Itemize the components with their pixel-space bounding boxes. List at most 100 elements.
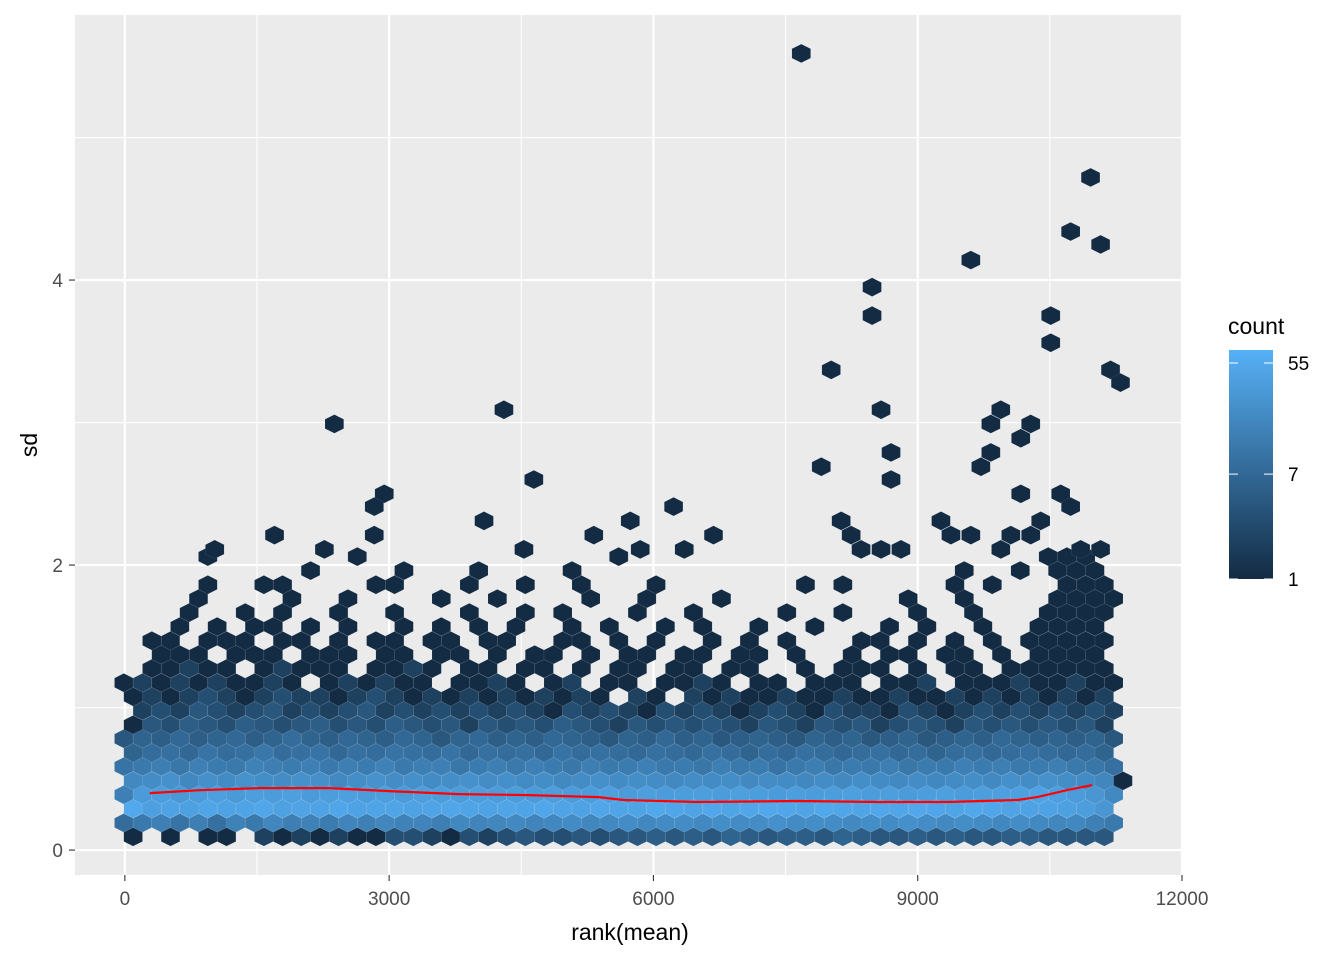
hex-bin	[749, 616, 769, 637]
hex-bin	[981, 414, 1001, 434]
hex-bin	[841, 525, 861, 545]
hex-bin	[931, 511, 951, 531]
hex-bin	[1110, 372, 1131, 393]
hex-bin	[833, 575, 853, 595]
hex-bin	[364, 525, 384, 545]
hex-bin	[1031, 511, 1051, 531]
hex-bin	[235, 602, 255, 623]
hex-bin	[515, 575, 536, 595]
hex-bin	[384, 631, 405, 651]
hex-bin	[620, 511, 640, 531]
hex-bin	[1011, 428, 1031, 448]
hex-bin	[1094, 575, 1114, 595]
hex-bin	[609, 631, 629, 651]
hex-bin	[515, 602, 536, 623]
hex-bin	[487, 589, 508, 609]
hex-bin	[646, 631, 666, 651]
hex-bin	[440, 631, 461, 651]
hex-bin	[683, 602, 704, 623]
x-tick-label: 3000	[368, 889, 410, 910]
y-tick-label: 4	[52, 271, 63, 292]
hex-bin	[506, 673, 526, 693]
hex-bin	[881, 442, 901, 463]
hex-bin	[982, 575, 1002, 595]
hex-bin	[831, 511, 851, 531]
x-tick-label: 0	[120, 889, 131, 910]
hex-bin	[328, 631, 349, 651]
hex-bin	[562, 560, 582, 581]
hex-bin	[941, 525, 961, 545]
hex-bin	[703, 525, 724, 545]
hex-bin	[711, 589, 732, 609]
hex-bin	[553, 602, 573, 623]
hex-bin	[982, 631, 1002, 651]
hex-bin	[945, 631, 965, 651]
y-tick-label: 2	[52, 556, 63, 577]
legend-break-label: 1	[1288, 570, 1299, 591]
hex-bin	[394, 560, 414, 581]
hex-bin	[1071, 539, 1091, 560]
hex-bin	[971, 457, 991, 477]
hex-bin	[833, 602, 853, 623]
hex-bin	[630, 539, 650, 560]
hex-bin	[663, 496, 684, 517]
hex-bin	[459, 602, 480, 623]
hex-bin	[702, 631, 722, 651]
hex-bin	[524, 469, 544, 490]
hex-bin	[1091, 539, 1111, 560]
hex-bin	[474, 511, 494, 531]
hex-bin	[314, 539, 335, 560]
hex-bin	[291, 631, 311, 651]
hex-bin	[1094, 631, 1114, 651]
hex-bin	[562, 673, 582, 693]
x-tick-label: 9000	[897, 889, 939, 910]
hex-bin	[795, 575, 816, 595]
hex-bin	[618, 673, 638, 693]
hex-bin	[514, 539, 534, 560]
hex-bin	[1010, 560, 1030, 581]
hex-bin	[468, 560, 489, 581]
hex-bin	[907, 631, 928, 651]
hex-bin	[811, 457, 831, 477]
hex-bin	[338, 589, 358, 609]
hex-bin	[821, 360, 841, 380]
hex-bin	[324, 414, 345, 434]
legend-break-label: 7	[1288, 465, 1299, 486]
hex-bin	[1011, 484, 1031, 504]
hex-bin	[300, 560, 321, 581]
hex-bin	[431, 616, 451, 637]
hex-bin	[1080, 167, 1101, 188]
hex-bin	[347, 546, 367, 567]
hex-bin	[981, 442, 1001, 463]
hex-bin	[374, 484, 394, 504]
hex-bin	[1113, 771, 1133, 791]
hex-bin	[1091, 234, 1111, 255]
hex-bin	[655, 616, 676, 637]
hex-bin	[1094, 715, 1114, 735]
hex-bin	[205, 539, 225, 560]
axes: 0 3000 6000 9000 12000 0 2 4	[52, 271, 1208, 910]
hex-bin	[1001, 525, 1021, 545]
hex-bin	[961, 250, 981, 270]
hex-bin	[646, 575, 666, 595]
hex-bin	[674, 539, 694, 560]
hex-bin	[384, 575, 405, 595]
hex-bin	[300, 616, 321, 637]
hex-bin	[862, 277, 882, 297]
hex-bin	[954, 560, 974, 581]
hex-bin	[870, 631, 890, 651]
hex-bin	[945, 575, 965, 595]
hex-bin	[898, 589, 918, 609]
hex-bin	[1104, 673, 1124, 693]
hex-bin	[961, 525, 981, 545]
x-axis-title: rank(mean)	[571, 919, 689, 945]
hex-bin	[1100, 360, 1121, 380]
hex-bin	[599, 616, 620, 637]
hex-bin	[767, 673, 788, 693]
hex-bin	[791, 43, 811, 64]
hex-bin	[1041, 333, 1061, 353]
hex-bin	[609, 546, 629, 567]
hex-bin	[1061, 496, 1081, 517]
hex-bin	[777, 631, 797, 651]
